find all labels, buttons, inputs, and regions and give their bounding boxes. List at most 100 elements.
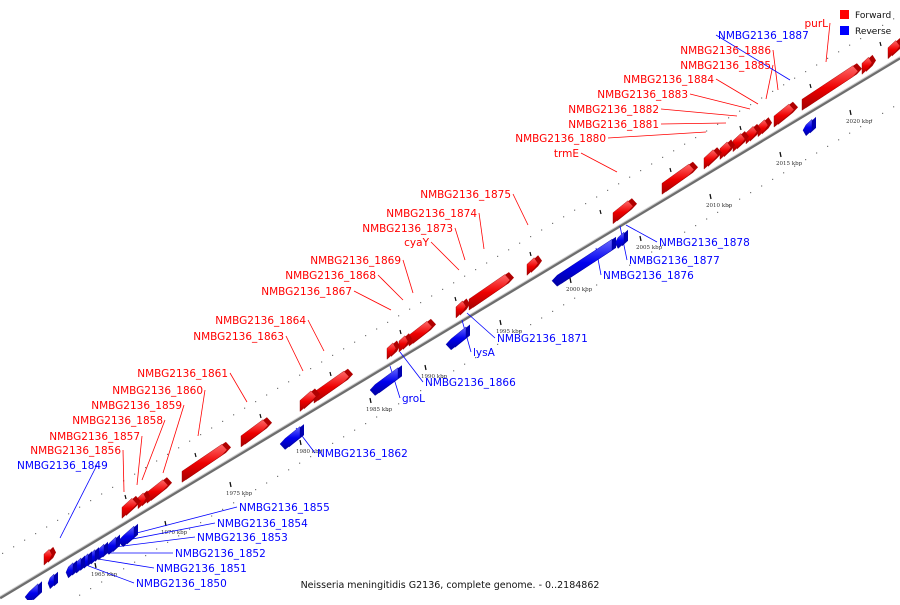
gene-forward[interactable]	[386, 340, 400, 360]
gene-label[interactable]: NMBG2136_1884	[623, 74, 714, 86]
gene-label[interactable]: NMBG2136_1862	[317, 448, 408, 460]
gene-label[interactable]: NMBG2136_1854	[217, 518, 308, 530]
gene-reverse[interactable]	[117, 523, 138, 547]
gene-reverse[interactable]	[65, 560, 77, 579]
gene-body	[445, 326, 467, 351]
grid-dot	[761, 97, 763, 99]
gene-forward[interactable]	[408, 318, 436, 347]
gene-label[interactable]: NMBG2136_1873	[362, 223, 453, 235]
grid-dot	[871, 31, 873, 33]
gene-label[interactable]: NMBG2136_1858	[72, 415, 163, 427]
gene-forward[interactable]	[137, 490, 150, 510]
gene-label[interactable]: NMBG2136_1882	[568, 104, 659, 116]
grid-dot	[167, 541, 169, 543]
axis-tick-label: 2020 kbp	[846, 119, 873, 125]
gene-body	[43, 548, 53, 566]
gene-reverse[interactable]	[445, 324, 470, 351]
gene-label[interactable]: NMBG2136_1883	[597, 89, 688, 101]
gene-label[interactable]: NMBG2136_1867	[261, 286, 352, 298]
gene-label[interactable]: NMBG2136_1856	[30, 445, 121, 457]
gene-label[interactable]: NMBG2136_1857	[49, 431, 140, 443]
gene-forward[interactable]	[745, 123, 761, 145]
label-leader	[625, 224, 658, 243]
gene-label[interactable]: NMBG2136_1875	[420, 189, 511, 201]
gene-label[interactable]: NMBG2136_1855	[239, 502, 330, 514]
gene-reverse[interactable]	[614, 229, 628, 249]
axis-tick-upper	[879, 41, 882, 47]
gene-label[interactable]: NMBG2136_1881	[568, 119, 659, 131]
grid-dot	[508, 337, 510, 339]
gene-body	[861, 56, 873, 75]
legend-forward-label: Forward	[855, 11, 891, 21]
gene-forward[interactable]	[612, 198, 637, 225]
gene-forward[interactable]	[861, 54, 876, 75]
gene-forward[interactable]	[732, 131, 749, 153]
gene-label[interactable]: NMBG2136_1859	[91, 400, 182, 412]
gene-forward[interactable]	[801, 63, 862, 111]
gene-body	[802, 118, 813, 137]
gene-label[interactable]: NMBG2136_1885	[680, 60, 771, 72]
axis-tick	[229, 481, 232, 488]
gene-reverse[interactable]	[279, 424, 304, 450]
grid-dot	[79, 594, 81, 596]
gene-label[interactable]: cyaY	[404, 237, 429, 249]
gene-forward[interactable]	[121, 495, 141, 519]
gene-forward[interactable]	[468, 272, 514, 311]
gene-label[interactable]: NMBG2136_1853	[197, 532, 288, 544]
gene-reverse[interactable]	[369, 365, 402, 396]
gene-label[interactable]: NMBG2136_1877	[629, 255, 720, 267]
gene-forward[interactable]	[313, 368, 353, 404]
gene-label[interactable]: NMBG2136_1878	[659, 237, 750, 249]
gene-label[interactable]: groL	[402, 393, 425, 405]
gene-forward[interactable]	[43, 546, 56, 566]
gene-reverse[interactable]	[802, 116, 816, 137]
gene-forward[interactable]	[455, 298, 470, 319]
grid-dot	[805, 71, 807, 73]
grid-dot	[838, 51, 840, 53]
gene-label[interactable]: NMBG2136_1860	[112, 385, 203, 397]
gene-label[interactable]: NMBG2136_1886	[680, 45, 771, 57]
grid-dot	[123, 568, 125, 570]
gene-forward[interactable]	[146, 477, 172, 504]
gene-body	[299, 390, 317, 412]
gene-label[interactable]: NMBG2136_1876	[603, 270, 694, 282]
gene-forward[interactable]	[773, 101, 798, 128]
gene-body	[551, 238, 613, 287]
gene-label[interactable]: NMBG2136_1869	[310, 255, 401, 267]
gene-label[interactable]: NMBG2136_1866	[425, 377, 516, 389]
axis-tick-upper	[454, 296, 457, 302]
gene-label[interactable]: NMBG2136_1863	[193, 331, 284, 343]
gene-label[interactable]: lysA	[473, 347, 496, 359]
gene-forward[interactable]	[887, 38, 900, 60]
gene-label[interactable]: NMBG2136_1850	[136, 578, 227, 590]
gene-label[interactable]: NMBG2136_1887	[718, 30, 809, 42]
gene-label[interactable]: NMBG2136_1871	[497, 333, 588, 345]
gene-reverse[interactable]	[551, 236, 616, 287]
gene-label[interactable]: NMBG2136_1874	[386, 208, 477, 220]
gene-label[interactable]: NMBG2136_1880	[515, 133, 606, 145]
gene-label[interactable]: NMBG2136_1849	[17, 460, 108, 472]
gene-forward[interactable]	[398, 333, 412, 353]
grid-dot	[783, 172, 785, 174]
gene-label[interactable]: NMBG2136_1851	[156, 563, 247, 575]
gene-forward[interactable]	[181, 441, 231, 483]
gene-reverse[interactable]	[24, 581, 42, 603]
axis-tick	[424, 364, 427, 371]
gene-label[interactable]: NMBG2136_1861	[137, 368, 228, 380]
gene-reverse[interactable]	[47, 571, 58, 590]
grid-dot	[79, 506, 81, 508]
gene-forward[interactable]	[719, 139, 735, 160]
gene-forward[interactable]	[240, 417, 272, 448]
gene-label[interactable]: NMBG2136_1852	[175, 548, 266, 560]
gene-label[interactable]: purL	[805, 18, 829, 30]
gene-forward[interactable]	[299, 388, 320, 412]
gene-forward[interactable]	[703, 147, 722, 170]
gene-body	[137, 492, 147, 510]
grid-dot	[24, 539, 26, 541]
gene-label[interactable]: trmE	[554, 148, 579, 160]
gene-forward[interactable]	[526, 255, 542, 276]
gene-label[interactable]: NMBG2136_1868	[285, 270, 376, 282]
gene-label[interactable]: NMBG2136_1864	[215, 315, 306, 327]
gene-forward[interactable]	[661, 161, 698, 195]
gene-forward[interactable]	[757, 117, 772, 138]
